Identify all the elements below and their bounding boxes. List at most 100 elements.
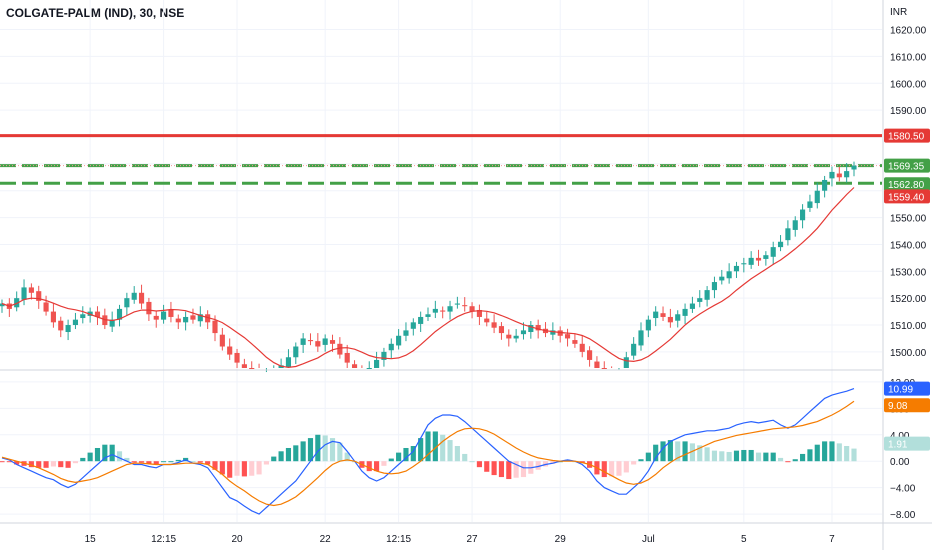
macd-histogram-bar bbox=[609, 461, 615, 477]
currency-label: INR bbox=[890, 7, 907, 18]
candle-body bbox=[770, 247, 776, 257]
price-tick-label: 1520.00 bbox=[890, 294, 927, 305]
macd-histogram-bar bbox=[271, 456, 277, 462]
chart-title: COLGATE-PALM (IND), 30, NSE bbox=[6, 6, 185, 20]
macd-histogram-bar bbox=[432, 431, 438, 462]
macd-histogram-bar bbox=[741, 449, 747, 462]
macd-histogram-bar bbox=[65, 461, 71, 468]
candle-body bbox=[807, 201, 813, 208]
candle-body bbox=[638, 330, 644, 346]
candle-body bbox=[755, 257, 762, 261]
macd-histogram-bar bbox=[601, 461, 607, 478]
candle-body bbox=[726, 271, 732, 279]
time-tick-label: 22 bbox=[320, 534, 332, 545]
macd-histogram-bar bbox=[638, 459, 644, 462]
macd-histogram-bar bbox=[50, 461, 56, 467]
candle-body bbox=[285, 357, 292, 367]
macd-panel bbox=[0, 388, 857, 515]
macd-tag-10.99-bg bbox=[884, 381, 930, 396]
macd-histogram-bar bbox=[344, 452, 350, 462]
macd-tick-label: −8.00 bbox=[890, 510, 916, 521]
candle-body bbox=[168, 309, 174, 317]
macd-histogram-bar bbox=[366, 461, 372, 472]
price-tag-1569.35-bg bbox=[884, 158, 930, 173]
time-axis: 15 12:15 20 22 12:15 27 29 Jul 5 7 bbox=[85, 534, 836, 545]
price-tick-label: 1590.00 bbox=[890, 106, 927, 117]
time-tick-label: 12:15 bbox=[151, 534, 176, 545]
candle-body bbox=[80, 314, 86, 319]
macd-histogram-bar bbox=[454, 446, 460, 462]
candle-body bbox=[484, 318, 490, 323]
candle-body bbox=[50, 311, 56, 323]
macd-histogram-bar bbox=[792, 459, 798, 462]
macd-histogram-bar bbox=[205, 461, 211, 465]
candle-body bbox=[21, 287, 27, 300]
macd-histogram-bar bbox=[190, 461, 196, 463]
macd-histogram-bar bbox=[300, 441, 306, 462]
candle-body bbox=[462, 305, 468, 307]
candle-body bbox=[836, 173, 842, 178]
macd-histogram-bar bbox=[476, 461, 482, 468]
candle-body bbox=[631, 343, 637, 356]
macd-histogram-bar bbox=[704, 447, 710, 462]
candle-body bbox=[351, 364, 358, 368]
macd-histogram-bar bbox=[462, 453, 468, 462]
price-tag-1559.40: 1559.40 bbox=[888, 192, 925, 203]
macd-histogram-bar bbox=[28, 461, 34, 468]
macd-histogram-bar bbox=[440, 434, 446, 462]
candle-body bbox=[153, 315, 159, 320]
macd-histogram-bar bbox=[469, 461, 475, 463]
macd-histogram-bar bbox=[616, 461, 622, 476]
candle-body bbox=[241, 364, 247, 368]
candle-body bbox=[682, 308, 688, 316]
macd-histogram-bar bbox=[212, 461, 218, 470]
macd-histogram-bar bbox=[564, 459, 571, 462]
candle-body bbox=[146, 301, 152, 315]
candle-body bbox=[763, 255, 769, 259]
candle-body bbox=[344, 352, 350, 363]
candle-body bbox=[322, 338, 328, 345]
macd-histogram-bar bbox=[513, 461, 519, 478]
candle-body bbox=[381, 351, 387, 360]
macd-histogram-bar bbox=[307, 438, 314, 462]
macd-histogram-bar bbox=[770, 452, 776, 462]
candle-body bbox=[36, 291, 42, 301]
candle-body bbox=[601, 368, 607, 369]
price-tag-1580.50-bg bbox=[884, 128, 930, 143]
candle-body bbox=[205, 314, 211, 323]
macd-tag-1.91-bg bbox=[884, 436, 930, 451]
candle-body bbox=[212, 320, 218, 334]
candle-body bbox=[72, 319, 79, 326]
macd-histogram-bar bbox=[829, 441, 835, 462]
macd-histogram-bar bbox=[836, 443, 842, 462]
moving-average-line bbox=[1, 187, 855, 369]
candle-body bbox=[109, 319, 115, 327]
candle-body bbox=[719, 276, 725, 281]
candle-body bbox=[733, 265, 740, 272]
candle-body bbox=[374, 359, 380, 368]
macd-histogram-bar bbox=[697, 445, 703, 462]
macd-histogram-bar bbox=[94, 447, 101, 462]
macd-histogram-bar bbox=[822, 441, 828, 462]
macd-histogram-bar bbox=[43, 461, 49, 468]
candle-body bbox=[131, 292, 137, 300]
macd-histogram-bar bbox=[175, 459, 181, 462]
macd-histogram-bar bbox=[263, 461, 269, 465]
candle-body bbox=[388, 343, 394, 351]
macd-histogram-bar bbox=[403, 447, 409, 462]
candle-body bbox=[396, 335, 402, 346]
candle-body bbox=[447, 306, 453, 312]
macd-histogram-bar bbox=[6, 461, 12, 463]
macd-histogram-bar bbox=[249, 461, 255, 476]
candle-body bbox=[741, 263, 747, 265]
macd-histogram-bar bbox=[410, 446, 416, 462]
candle-body bbox=[785, 228, 791, 241]
price-tick-label: 1610.00 bbox=[890, 52, 927, 63]
macd-histogram-bar bbox=[256, 461, 262, 475]
candle-body bbox=[506, 334, 512, 339]
macd-histogram-bar bbox=[293, 445, 299, 462]
macd-histogram-bar bbox=[80, 457, 86, 462]
macd-histogram-bar bbox=[520, 461, 527, 478]
